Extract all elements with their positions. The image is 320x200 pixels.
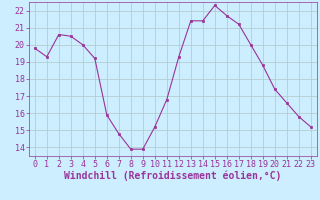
X-axis label: Windchill (Refroidissement éolien,°C): Windchill (Refroidissement éolien,°C) [64,171,282,181]
